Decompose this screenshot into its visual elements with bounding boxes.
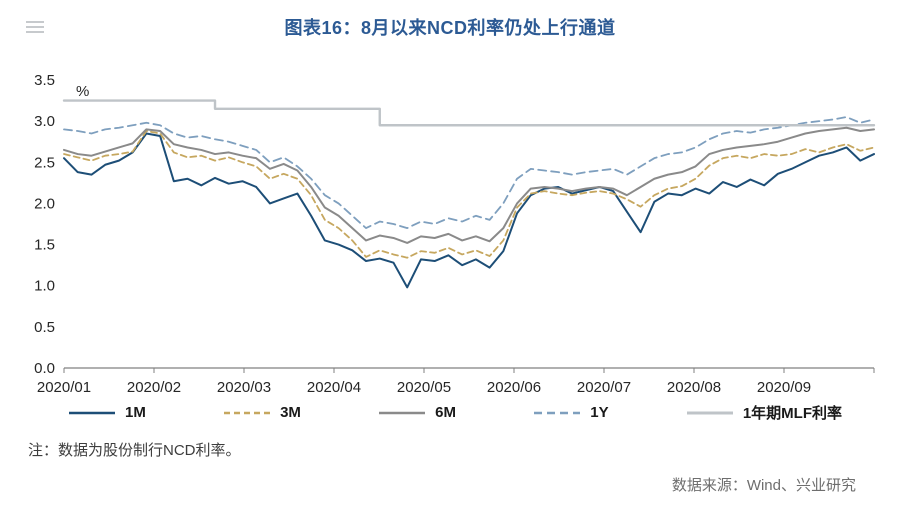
series-1M [63, 132, 875, 289]
y-tick-label: 3.0 [34, 113, 55, 130]
legend-item-1年期MLF利率: 1年期MLF利率 [686, 402, 842, 423]
x-tick-label: 2020/05 [397, 379, 451, 396]
chart-title: 图表16：8月以来NCD利率仍处上行通道 [284, 18, 616, 38]
data-source: 数据来源：Wind、兴业研究 [671, 477, 856, 494]
x-tick-label: 2020/01 [37, 379, 91, 396]
y-tick-label: 2.5 [34, 154, 55, 171]
series-1年期MLF利率 [62, 99, 876, 127]
ncd-rate-chart: 0.0 0.5 1.0 1.5 2.0 2.5 3.0 3.5% 2020/01 2020/02 2… [34, 72, 876, 396]
legend-swatch [69, 411, 115, 414]
footnote: 注：数据为股份制行NCD利率。 [28, 442, 241, 459]
x-tick-label: 2020/07 [577, 379, 631, 396]
legend-item-3M: 3M [223, 404, 301, 421]
legend-swatch [224, 411, 271, 414]
legend-swatch [534, 411, 581, 414]
x-tick-label: 2020/02 [127, 379, 181, 396]
series-6M [63, 126, 875, 244]
page: 图表16：8月以来NCD利率仍处上行通道 0.0 0.5 1.0 1.5 2.0 2.5 3… [0, 14, 900, 530]
x-tick-label: 2020/04 [307, 379, 361, 396]
legend-swatch [686, 411, 733, 414]
y-tick-label: 2.0 [34, 195, 55, 212]
y-tick-label: 3.5 [34, 72, 55, 89]
legend-item-1Y: 1Y [533, 404, 609, 421]
x-tick-label: 2020/03 [217, 379, 271, 396]
hamburger-lines-icon [26, 21, 44, 33]
legend-label: 1年期MLF利率 [742, 405, 842, 422]
series-3M [63, 130, 875, 259]
x-tick-label: 2020/09 [757, 379, 811, 396]
series-1Y [63, 116, 875, 230]
y-tick-label: 0.0 [34, 360, 55, 377]
chart-legend: 1M 3M 6M 1Y 1年期MLF利率 [0, 402, 900, 423]
legend-label: 3M [280, 404, 301, 421]
x-tick-label: 2020/08 [667, 379, 721, 396]
y-tick-label: 1.5 [34, 237, 55, 254]
legend-swatch [379, 411, 426, 414]
legend-item-1M: 1M [68, 404, 146, 421]
legend-label: 1M [125, 404, 146, 421]
menu-icon [26, 20, 46, 40]
legend-label: 1Y [590, 404, 609, 421]
legend-item-6M: 6M [378, 404, 456, 421]
y-tick-label: 0.5 [34, 319, 55, 336]
x-tick-label: 2020/06 [487, 379, 541, 396]
legend-label: 6M [435, 404, 456, 421]
y-tick-label: 1.0 [34, 278, 55, 295]
y-axis-unit: % [76, 83, 89, 100]
